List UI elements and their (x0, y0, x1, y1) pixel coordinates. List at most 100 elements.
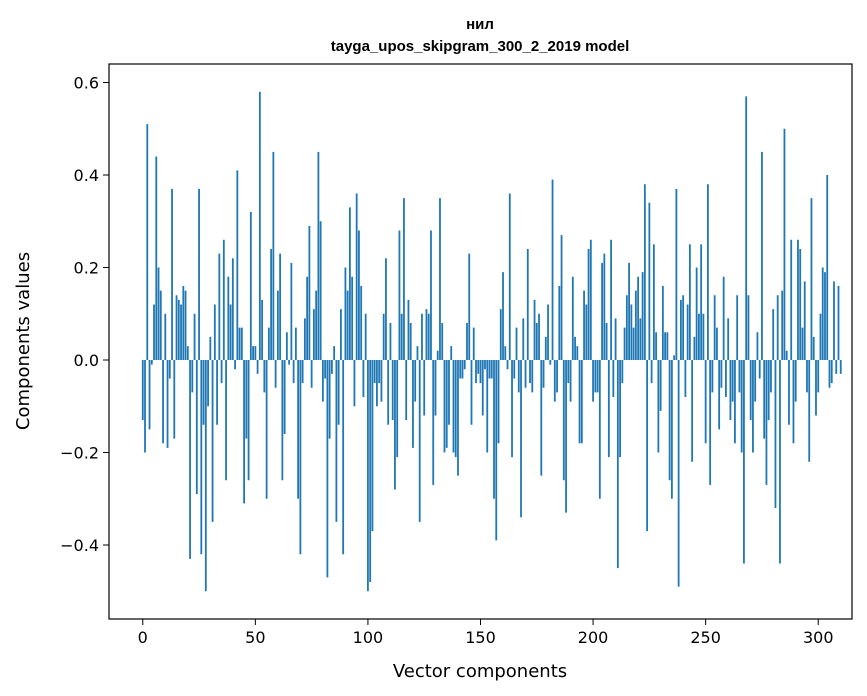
y-axis-ticks: −0.4 −0.2 0.0 0.2 0.4 0.6 (60, 74, 109, 555)
bar-115 (400, 313, 403, 360)
bar-54 (263, 360, 266, 393)
bar-142 (461, 360, 464, 379)
bar-271 (752, 360, 754, 453)
bar-293 (801, 327, 804, 360)
bar-75 (310, 360, 313, 388)
bar-200 (592, 360, 594, 402)
bar-307 (833, 281, 835, 360)
bar-244 (691, 360, 694, 462)
bar-213 (621, 360, 624, 384)
bar-76 (312, 309, 315, 360)
bar-304 (826, 175, 829, 360)
bar-207 (607, 360, 610, 458)
bar-102 (371, 360, 374, 532)
bar-46 (245, 360, 248, 439)
bar-47 (247, 360, 250, 481)
bar-223 (643, 184, 646, 360)
bar-103 (373, 360, 376, 384)
y-tick-label: 0.6 (74, 74, 99, 93)
bar-178 (542, 360, 545, 388)
bar-23 (193, 313, 196, 360)
bar-267 (743, 360, 745, 564)
bar-252 (709, 360, 712, 485)
bar-219 (634, 290, 637, 360)
bar-179 (544, 336, 547, 360)
bar-184 (556, 360, 558, 393)
bar-168 (520, 360, 522, 518)
bar-29 (207, 360, 209, 407)
bar-78 (317, 151, 320, 360)
bar-156 (493, 360, 495, 499)
bar-231 (661, 286, 664, 360)
bar-176 (538, 313, 540, 360)
bar-249 (702, 313, 705, 360)
bar-63 (283, 360, 286, 434)
bar-162 (506, 360, 509, 370)
bar-128 (430, 230, 432, 360)
bar-239 (679, 299, 682, 360)
bar-281 (774, 360, 777, 508)
bar-85 (333, 346, 336, 360)
bar-191 (571, 276, 574, 360)
bar-58 (272, 151, 275, 360)
bar-27 (202, 360, 205, 425)
bar-159 (499, 309, 502, 360)
bar-88 (340, 309, 342, 360)
bar-194 (578, 360, 581, 444)
bar-204 (601, 262, 603, 360)
bar-215 (625, 295, 628, 360)
bar-21 (189, 360, 191, 559)
bar-195 (580, 360, 583, 444)
bar-269 (747, 295, 750, 360)
bar-61 (279, 253, 282, 360)
x-tick-label: 0 (138, 628, 148, 647)
bar-173 (531, 360, 534, 393)
bar-40 (231, 258, 234, 360)
bar-114 (398, 230, 401, 360)
bar-107 (382, 313, 385, 360)
bar-230 (659, 360, 662, 411)
bar-284 (781, 290, 784, 360)
bar-74 (308, 225, 311, 360)
bar-137 (450, 346, 453, 360)
bar-84 (331, 360, 333, 374)
bar-263 (734, 360, 736, 444)
bar-256 (718, 360, 721, 430)
y-axis-label: Components values (13, 252, 34, 430)
bar-8 (159, 290, 162, 360)
bar-278 (767, 360, 770, 421)
bar-177 (540, 360, 543, 476)
bar-164 (511, 360, 513, 458)
bar-246 (695, 267, 698, 360)
bar-104 (376, 360, 378, 407)
bar-124 (421, 313, 423, 360)
bar-242 (686, 304, 689, 360)
bar-255 (716, 327, 718, 360)
bar-55 (265, 360, 268, 499)
bar-45 (243, 360, 245, 504)
bar-289 (792, 360, 795, 444)
bar-218 (632, 327, 635, 360)
bar-89 (342, 360, 345, 555)
bar-96 (358, 230, 360, 360)
bar-109 (387, 360, 390, 425)
bar-288 (790, 239, 793, 360)
bar-13 (171, 188, 173, 360)
bar-116 (403, 198, 405, 360)
bar-2 (146, 124, 149, 360)
bar-254 (713, 295, 716, 360)
bar-183 (553, 360, 556, 402)
bar-14 (173, 360, 176, 439)
bar-306 (830, 360, 833, 384)
bar-291 (797, 239, 799, 360)
bar-147 (472, 327, 475, 360)
chart-subtitle: tayga_upos_skipgram_300_2_2019 model (331, 38, 630, 55)
bar-94 (353, 360, 356, 407)
bar-202 (596, 360, 599, 393)
bar-243 (688, 244, 691, 360)
bar-77 (315, 290, 318, 360)
bar-121 (414, 360, 417, 402)
bar-199 (589, 239, 592, 360)
bar-112 (394, 360, 396, 490)
